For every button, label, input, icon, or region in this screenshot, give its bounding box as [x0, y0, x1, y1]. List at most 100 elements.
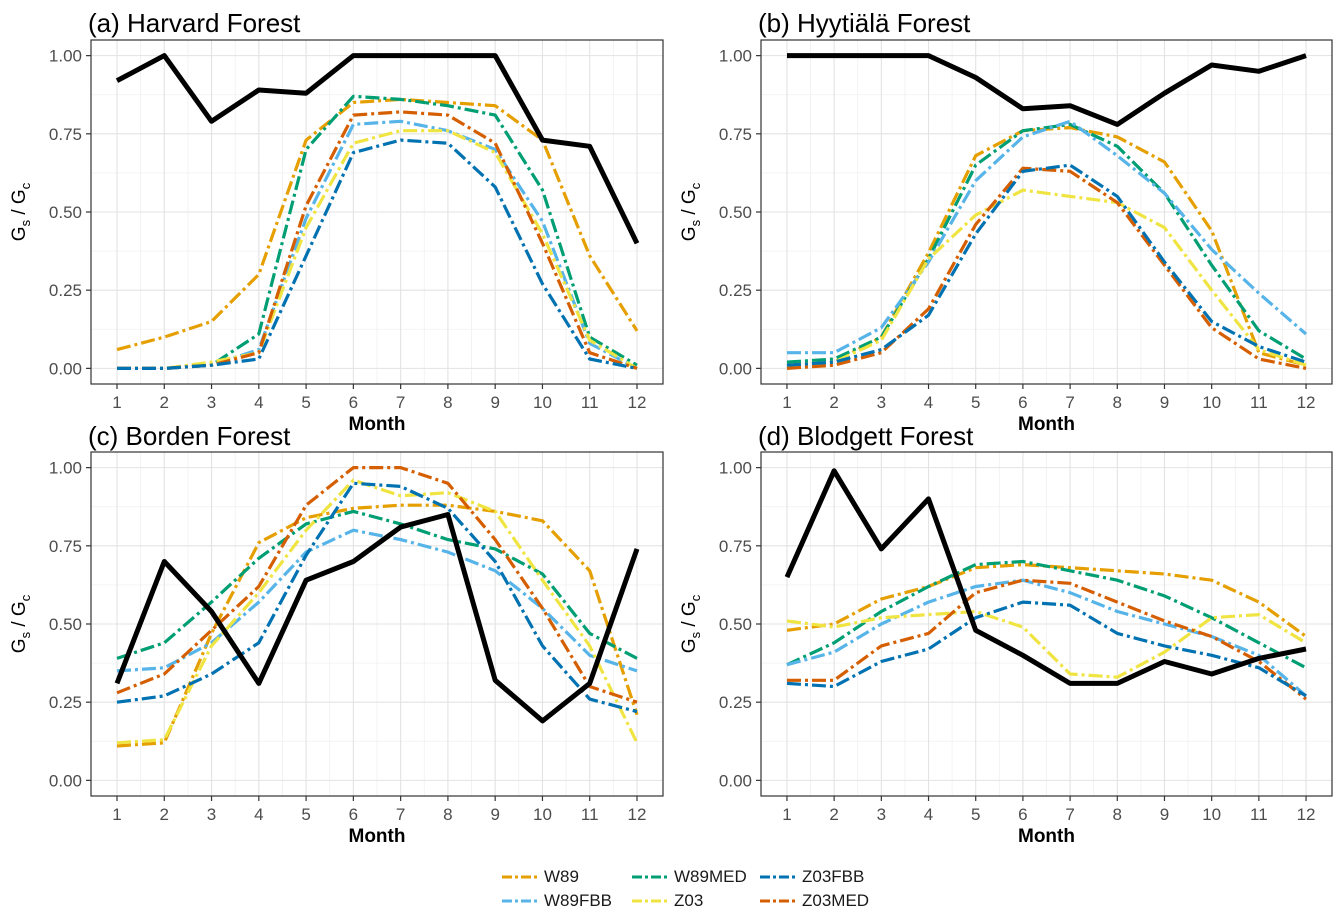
- series-line-obs: [784, 468, 1307, 686]
- x-tick-label: 8: [443, 393, 452, 412]
- series-line-obs: [787, 53, 1307, 127]
- legend-key-z03med: [760, 899, 796, 903]
- y-tick-label: 0.50: [719, 615, 752, 634]
- x-axis-title: Month: [349, 826, 406, 847]
- series-line-z03: [117, 129, 638, 370]
- series-line-z03: [786, 188, 1307, 367]
- panel-title: (d) Blodgett Forest: [758, 421, 974, 451]
- chart-panel-1: 0.000.250.500.751.001 2 3 4 5 6 7 8 9 10 11 12Month…: [9, 8, 664, 435]
- x-tick-label: 11: [1250, 393, 1268, 412]
- y-tick-label: 0.25: [49, 281, 82, 300]
- x-tick-label: 8: [1113, 393, 1122, 412]
- y-tick-label: 0.75: [719, 537, 752, 556]
- legend-key-w89: [502, 875, 538, 879]
- y-tick-label: 1.00: [49, 47, 82, 66]
- series-line-w89fbb: [116, 528, 638, 673]
- legend-item-z03med: Z03MED: [758, 890, 869, 912]
- x-tick-label: 2: [160, 393, 169, 412]
- y-tick-label: 0.50: [719, 203, 752, 222]
- y-tick-label: 0.00: [719, 359, 752, 378]
- x-tick-label: 6: [1018, 805, 1027, 824]
- x-tick-label: 12: [628, 805, 647, 824]
- y-axis-title: Gs / Gc: [9, 182, 33, 241]
- y-tick-label: 0.00: [49, 359, 82, 378]
- legend-key-z03fbb: [760, 875, 796, 879]
- x-tick-label: 4: [924, 393, 933, 412]
- x-tick-label: 1: [112, 393, 121, 412]
- y-tick-label: 1.00: [719, 47, 752, 66]
- x-tick-label: 4: [924, 805, 933, 824]
- x-tick-label: 4: [254, 805, 263, 824]
- legend-label: W89MED: [674, 867, 747, 886]
- y-tick-label: 0.25: [719, 281, 752, 300]
- y-tick-label: 0.00: [719, 771, 752, 790]
- x-tick-label: 12: [628, 393, 647, 412]
- series-line-z03: [116, 478, 639, 745]
- panel-title: (c) Borden Forest: [88, 421, 291, 451]
- x-tick-label: 10: [533, 805, 552, 824]
- x-tick-label: 5: [301, 393, 310, 412]
- series-line-w89fbb: [786, 578, 1308, 698]
- y-tick-label: 0.25: [49, 693, 82, 712]
- y-tick-label: 0.50: [49, 615, 82, 634]
- x-tick-label: 11: [1250, 805, 1268, 824]
- x-tick-label: 6: [349, 393, 358, 412]
- y-tick-label: 0.75: [49, 537, 82, 556]
- legend-label: Z03FBB: [802, 867, 865, 886]
- panel-title: (b) Hyytiälä Forest: [758, 8, 971, 38]
- x-tick-label: 9: [490, 805, 499, 824]
- chart-panel-3: 0.000.250.500.751.001 2 3 4 5 6 7 8 9 10 11 12Month…: [9, 421, 664, 847]
- x-tick-label: 10: [533, 393, 552, 412]
- x-tick-label: 3: [207, 393, 216, 412]
- x-axis-title: Month: [1018, 414, 1075, 435]
- x-tick-label: 12: [1297, 393, 1316, 412]
- x-tick-label: 5: [971, 393, 980, 412]
- series-line-z03fbb: [117, 138, 638, 370]
- x-tick-label: 7: [396, 805, 405, 824]
- series-line-obs: [115, 53, 640, 245]
- series-line-z03med: [787, 578, 1307, 701]
- series-line-z03fbb: [786, 163, 1307, 367]
- legend-item-z03: Z03: [630, 890, 703, 912]
- y-tick-label: 0.50: [49, 203, 82, 222]
- y-axis-title: Gs / Gc: [679, 182, 703, 241]
- chart-panel-4: 0.000.250.500.751.001 2 3 4 5 6 7 8 9 10 11 12Month…: [679, 421, 1333, 847]
- x-tick-label: 8: [1113, 805, 1122, 824]
- x-tick-label: 11: [581, 805, 599, 824]
- y-tick-label: 0.25: [719, 693, 752, 712]
- y-tick-label: 0.75: [49, 125, 82, 144]
- series-line-w89med: [786, 559, 1307, 670]
- series-line-z03fbb: [786, 600, 1307, 698]
- x-tick-label: 11: [581, 393, 599, 412]
- series-line-obs: [114, 512, 640, 724]
- legend-item-z03fbb: Z03FBB: [758, 866, 864, 888]
- y-axis-title: Gs / Gc: [9, 594, 33, 653]
- legend: W89 W89MED Z03FBB W89FBB Z03 Z03MED: [500, 866, 900, 912]
- x-tick-label: 1: [782, 393, 791, 412]
- legend-key-w89fbb: [502, 899, 538, 903]
- x-tick-label: 6: [1018, 393, 1027, 412]
- legend-key-w89med: [632, 875, 668, 879]
- series-line-w89med: [116, 509, 638, 660]
- x-tick-label: 9: [490, 393, 499, 412]
- series-line-z03med: [116, 466, 638, 704]
- x-tick-label: 7: [1065, 393, 1074, 412]
- x-tick-label: 1: [112, 805, 121, 824]
- x-tick-label: 3: [207, 805, 216, 824]
- chart-panel-2: 0.000.250.500.751.001 2 3 4 5 6 7 8 9 10 11 12Month…: [679, 8, 1333, 435]
- series-line-z03: [786, 609, 1307, 679]
- legend-label: Z03: [674, 891, 704, 910]
- y-tick-label: 0.75: [719, 125, 752, 144]
- x-tick-label: 4: [254, 393, 263, 412]
- legend-item-w89: W89: [500, 866, 579, 888]
- x-tick-label: 2: [160, 805, 169, 824]
- series-line-w89: [116, 503, 639, 748]
- x-tick-label: 5: [301, 805, 310, 824]
- legend-item-w89fbb: W89FBB: [500, 890, 612, 912]
- x-tick-label: 2: [829, 393, 838, 412]
- x-axis-title: Month: [1018, 826, 1075, 847]
- x-tick-label: 6: [349, 805, 358, 824]
- y-axis-title: Gs / Gc: [679, 594, 703, 653]
- x-axis-title: Month: [349, 414, 406, 435]
